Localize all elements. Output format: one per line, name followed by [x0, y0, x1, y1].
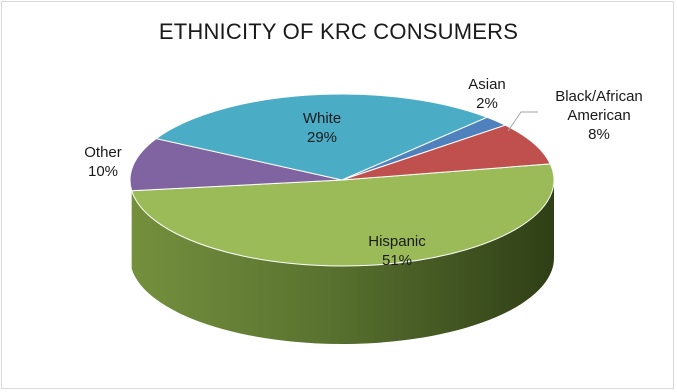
data-label-black-african-american: Black/African American 8%	[555, 88, 643, 143]
slice-hispanic	[131, 163, 555, 267]
slice-side-hispanic	[131, 180, 554, 345]
slice-black-african-american	[341, 124, 552, 181]
data-label-white: White 29%	[303, 110, 341, 146]
data-label-asian: Asian 2%	[468, 76, 506, 112]
slice-other	[129, 138, 343, 192]
data-label-other: Other 10%	[84, 144, 122, 180]
leader-line-black-african-american	[507, 111, 538, 132]
data-label-hispanic: Hispanic 51%	[368, 233, 426, 269]
slice-white	[155, 93, 489, 181]
chart-title: ETHNICITY OF KRC CONSUMERS	[158, 19, 519, 44]
